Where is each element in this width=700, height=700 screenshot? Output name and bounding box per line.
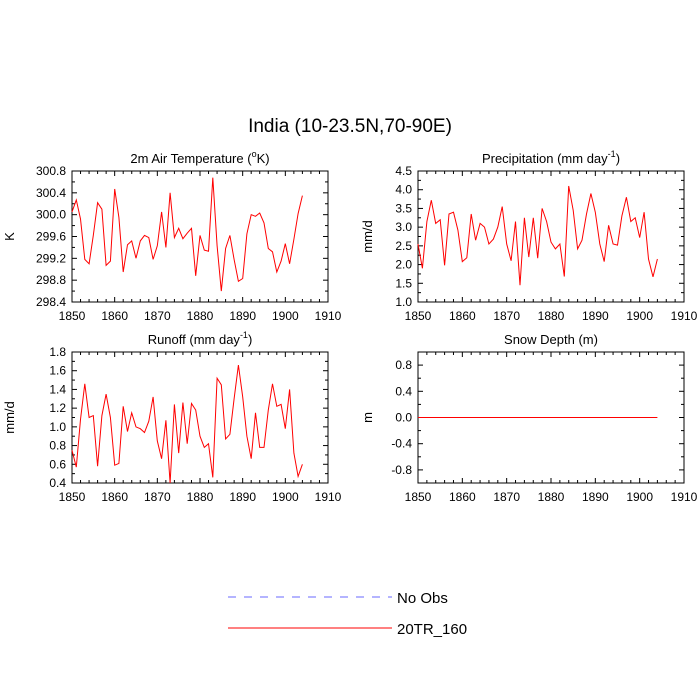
x-tick-label: 1870 (144, 490, 171, 504)
x-tick-label: 1910 (315, 490, 342, 504)
x-tick-label: 1850 (405, 309, 432, 323)
x-tick-label: 1890 (229, 490, 256, 504)
y-tick-label: 1.6 (49, 364, 66, 378)
x-tick-label: 1860 (101, 490, 128, 504)
y-tick-label: 298.8 (36, 273, 66, 287)
y-tick-label: 1.5 (395, 276, 412, 290)
y-tick-label: 0.4 (49, 476, 66, 490)
x-tick-label: 1850 (405, 490, 432, 504)
y-axis-label: mm/d (2, 401, 17, 434)
x-tick-label: 1890 (582, 490, 609, 504)
y-tick-label: 1.8 (49, 345, 66, 359)
x-tick-label: 1880 (187, 490, 214, 504)
y-tick-label: 0.0 (395, 411, 412, 425)
y-tick-label: -0.8 (391, 463, 412, 477)
y-tick-label: 299.2 (36, 251, 66, 265)
y-tick-label: 1.0 (395, 295, 412, 309)
y-tick-label: 4.0 (395, 183, 412, 197)
y-tick-label: 298.4 (36, 295, 66, 309)
y-tick-label: 300.8 (36, 164, 66, 178)
y-tick-label: 3.0 (395, 220, 412, 234)
x-tick-label: 1860 (101, 309, 128, 323)
x-tick-label: 1870 (493, 309, 520, 323)
y-tick-label: 2.5 (395, 239, 412, 253)
y-tick-label: 0.6 (49, 457, 66, 471)
y-tick-label: 2.0 (395, 258, 412, 272)
y-tick-label: 0.8 (395, 358, 412, 372)
x-tick-label: 1890 (582, 309, 609, 323)
y-tick-label: 300.4 (36, 186, 66, 200)
x-tick-label: 1880 (187, 309, 214, 323)
x-tick-label: 1870 (144, 309, 171, 323)
y-tick-label: 3.5 (395, 201, 412, 215)
y-tick-label: 1.2 (49, 401, 66, 415)
y-tick-label: 1.0 (49, 420, 66, 434)
y-tick-label: 1.4 (49, 382, 66, 396)
x-tick-label: 1910 (671, 490, 698, 504)
x-tick-label: 1900 (626, 309, 653, 323)
series-line-20tr-160 (71, 365, 303, 484)
x-tick-label: 1850 (59, 309, 86, 323)
x-tick-label: 1910 (315, 309, 342, 323)
x-tick-label: 1870 (493, 490, 520, 504)
y-tick-label: 0.4 (395, 384, 412, 398)
x-tick-label: 1860 (449, 490, 476, 504)
y-tick-label: 0.8 (49, 439, 66, 453)
panel-title: 2m Air Temperature (oK) (130, 149, 269, 166)
y-tick-label: -0.4 (391, 437, 412, 451)
x-tick-label: 1880 (538, 309, 565, 323)
x-tick-label: 1900 (272, 309, 299, 323)
x-tick-label: 1900 (626, 490, 653, 504)
y-tick-label: 300.0 (36, 208, 66, 222)
panel-title: Precipitation (mm day-1) (482, 149, 620, 166)
panel-title: Snow Depth (m) (504, 332, 598, 347)
series-line-20tr-160 (417, 185, 658, 286)
x-tick-label: 1880 (538, 490, 565, 504)
y-axis-label: m (360, 412, 375, 423)
x-tick-label: 1890 (229, 309, 256, 323)
x-tick-label: 1850 (59, 490, 86, 504)
page-title: India (10-23.5N,70-90E) (248, 116, 452, 137)
panel-title: Runoff (mm day-1) (148, 330, 253, 347)
x-tick-label: 1910 (671, 309, 698, 323)
x-tick-label: 1860 (449, 309, 476, 323)
y-tick-label: 4.5 (395, 164, 412, 178)
series-line-20tr-160 (71, 177, 303, 292)
y-axis-label: mm/d (360, 220, 375, 253)
x-tick-label: 1900 (272, 490, 299, 504)
y-tick-label: 299.6 (36, 230, 66, 244)
y-axis-label: K (2, 232, 17, 241)
